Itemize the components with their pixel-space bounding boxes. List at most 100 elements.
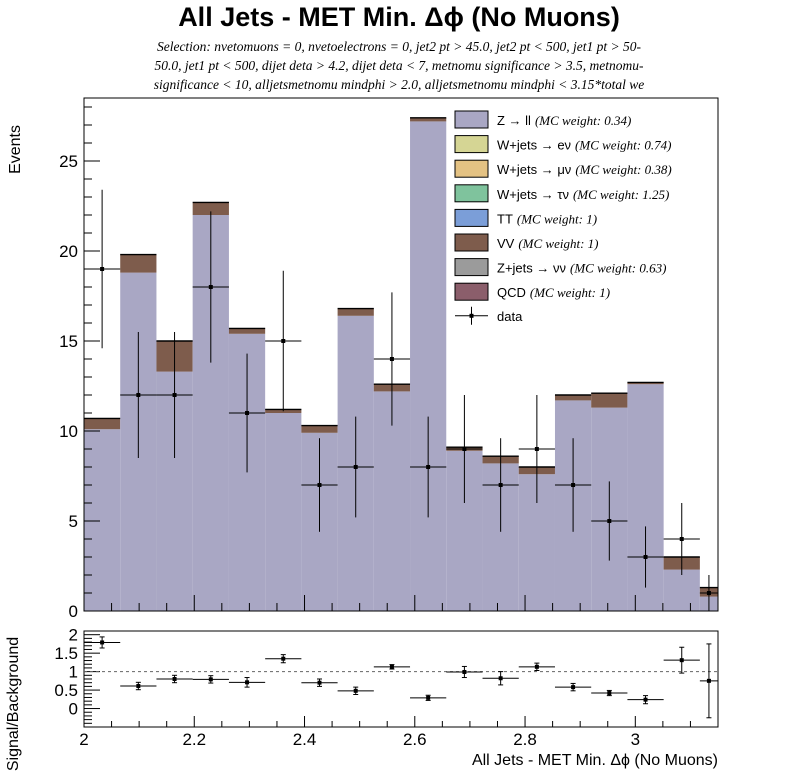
legend-label-4: TT [497,211,513,226]
legend-swatch-5 [454,233,489,252]
x-tick-label-3: 2.6 [403,730,427,749]
legend-swatch-1 [454,135,489,154]
ratio-point-6 [317,680,322,685]
y-tick-label-5: 25 [59,152,78,171]
x-tick-label-1: 2.2 [182,730,206,749]
ratio-point-9 [426,695,431,700]
legend-label-1: W+jets → eν [497,138,571,153]
x-tick-label-0: 2 [79,730,88,749]
main-frame [83,97,719,612]
data-point-13 [571,483,576,487]
hist-bar-1-13 [554,395,592,401]
ratio-point-4 [245,680,250,685]
ratio-y-tick-label-2: 1 [69,663,78,682]
ratio-point-10 [462,669,467,674]
ratio-y-tick-label-4: 2 [69,626,78,645]
ratio-point-11 [498,676,503,681]
legend-label-7: QCD [497,285,526,300]
main-plot: 0 5 10 15 20 25 [59,97,719,621]
chart-title: All Jets - MET Min. Δϕ (No Muons) [178,2,620,32]
ratio-point-13 [571,685,576,690]
legend-data-marker [469,313,474,318]
legend-weight-4: (MC weight: 1) [517,211,597,226]
legend-weight-2: (MC weight: 0.38) [575,162,671,177]
data-point-6 [317,483,322,487]
ratio-point-5 [281,656,286,661]
legend-label-3: W+jets → τν [497,187,569,202]
y-axis-label: Events [7,125,24,174]
x-tick-label-2: 2.4 [293,730,317,749]
ratio-point-0 [100,640,105,645]
legend-label-6: Z+jets → νν [497,261,566,276]
data-point-1 [136,393,141,397]
hist-bar-0-0 [84,429,121,611]
ratio-point-3 [208,677,213,682]
hist-bar-0-9 [410,121,447,612]
legend: Z → ll (MC weight: 0.34) W+jets → eν (MC we… [454,110,672,325]
data-point-12 [534,447,539,451]
hist-bar-0-5 [265,413,302,611]
legend-swatch-3 [454,184,489,203]
data-point-14 [607,519,612,523]
legend-weight-7: (MC weight: 1) [530,285,610,300]
data-point-2 [172,393,177,397]
data-point-11 [498,483,503,487]
ratio-y-tick-label-1: 0.5 [54,681,78,700]
ratio-plot: 2 2.2 2.4 2.6 2.8 300.511.52 [54,626,719,749]
legend-weight-5: (MC weight: 1) [518,236,598,251]
hist-bar-1-4 [228,328,266,334]
subtitle-line-2: 50.0, jet1 pt < 500, dijet deta > 4.2, d… [155,58,644,73]
data-point-4 [245,411,250,415]
y-tick-label-0: 0 [69,602,78,621]
ratio-point-8 [389,664,394,669]
legend-weight-1: (MC weight: 0.74) [575,138,671,153]
ratio-point-2 [172,677,177,681]
hist-bar-1-6 [301,425,338,433]
hist-bar-1-9 [410,117,447,122]
legend-weight-0: (MC weight: 0.34) [535,113,631,128]
legend-swatch-6 [454,258,489,277]
legend-swatch-0 [454,110,489,129]
hist-bar-0-16 [663,569,700,611]
y-tick-label-2: 10 [59,422,78,441]
ratio-point-12 [534,664,539,669]
ratio-point-14 [607,691,612,696]
data-point-7 [353,465,358,469]
data-point-15 [643,555,648,559]
hist-bar-1-1 [120,254,157,273]
data-point-17 [706,591,711,595]
hist-bar-1-7 [337,308,374,316]
ratio-point-17 [706,678,711,683]
hist-bar-1-0 [84,418,121,430]
hist-bar-0-8 [373,391,411,611]
y-tick-label-4: 20 [59,242,78,261]
ratio-point-1 [136,684,141,689]
y-tick-label-1: 5 [69,512,78,531]
legend-label-5: VV [497,236,515,251]
data-point-9 [426,465,431,469]
data-point-8 [389,357,394,361]
hist-bar-1-15 [627,382,664,385]
data-point-0 [100,267,105,271]
ratio-y-axis-label: Signal/Background [5,637,22,771]
y-tick-label-3: 15 [59,332,78,351]
subtitle-line-3: significance < 10, alljetsmetnomu mindph… [154,77,644,92]
legend-label-2: W+jets → μν [497,162,571,177]
x-tick-label-4: 2.8 [513,730,537,749]
ratio-point-16 [679,658,684,663]
ratio-y-tick-label-0: 0 [69,700,78,719]
x-tick-label-5: 3 [631,730,640,749]
legend-label-0: Z → ll [497,113,531,128]
x-axis-label: All Jets - MET Min. Δϕ (No Muons) [472,752,718,769]
legend-swatch-2 [454,159,489,178]
hist-bar-1-14 [591,393,628,408]
legend-swatch-4 [454,208,489,227]
ratio-y-tick-label-3: 1.5 [54,644,78,663]
data-point-16 [679,537,684,541]
legend-weight-6: (MC weight: 0.63) [570,261,666,276]
data-point-5 [281,339,286,343]
subtitle-line-1: Selection: nvetomuons = 0, nvetoelectron… [157,39,642,54]
data-point-10 [462,447,467,451]
